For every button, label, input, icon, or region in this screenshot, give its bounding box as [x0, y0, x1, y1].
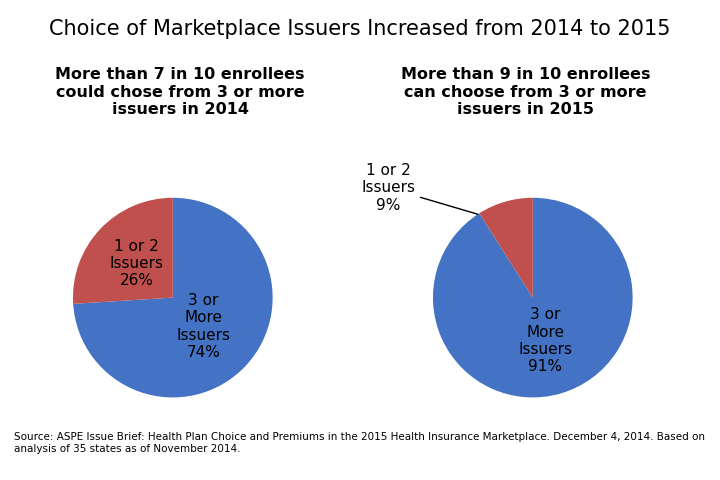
Wedge shape: [73, 198, 173, 304]
Text: 1 or 2
Issuers
9%: 1 or 2 Issuers 9%: [361, 163, 477, 214]
Text: 3 or
More
Issuers
91%: 3 or More Issuers 91%: [518, 307, 572, 374]
Text: More than 9 in 10 enrollees
can choose from 3 or more
issuers in 2015: More than 9 in 10 enrollees can choose f…: [401, 67, 650, 117]
Text: 3 or
More
Issuers
74%: 3 or More Issuers 74%: [176, 293, 230, 360]
Wedge shape: [73, 198, 273, 397]
Text: Choice of Marketplace Issuers Increased from 2014 to 2015: Choice of Marketplace Issuers Increased …: [49, 19, 671, 39]
Text: Source: ASPE Issue Brief: Health Plan Choice and Premiums in the 2015 Health Ins: Source: ASPE Issue Brief: Health Plan Ch…: [14, 432, 706, 454]
Wedge shape: [480, 198, 533, 298]
Wedge shape: [433, 198, 633, 397]
Text: More than 7 in 10 enrollees
could chose from 3 or more
issuers in 2014: More than 7 in 10 enrollees could chose …: [55, 67, 305, 117]
Text: 1 or 2
Issuers
26%: 1 or 2 Issuers 26%: [109, 239, 163, 288]
